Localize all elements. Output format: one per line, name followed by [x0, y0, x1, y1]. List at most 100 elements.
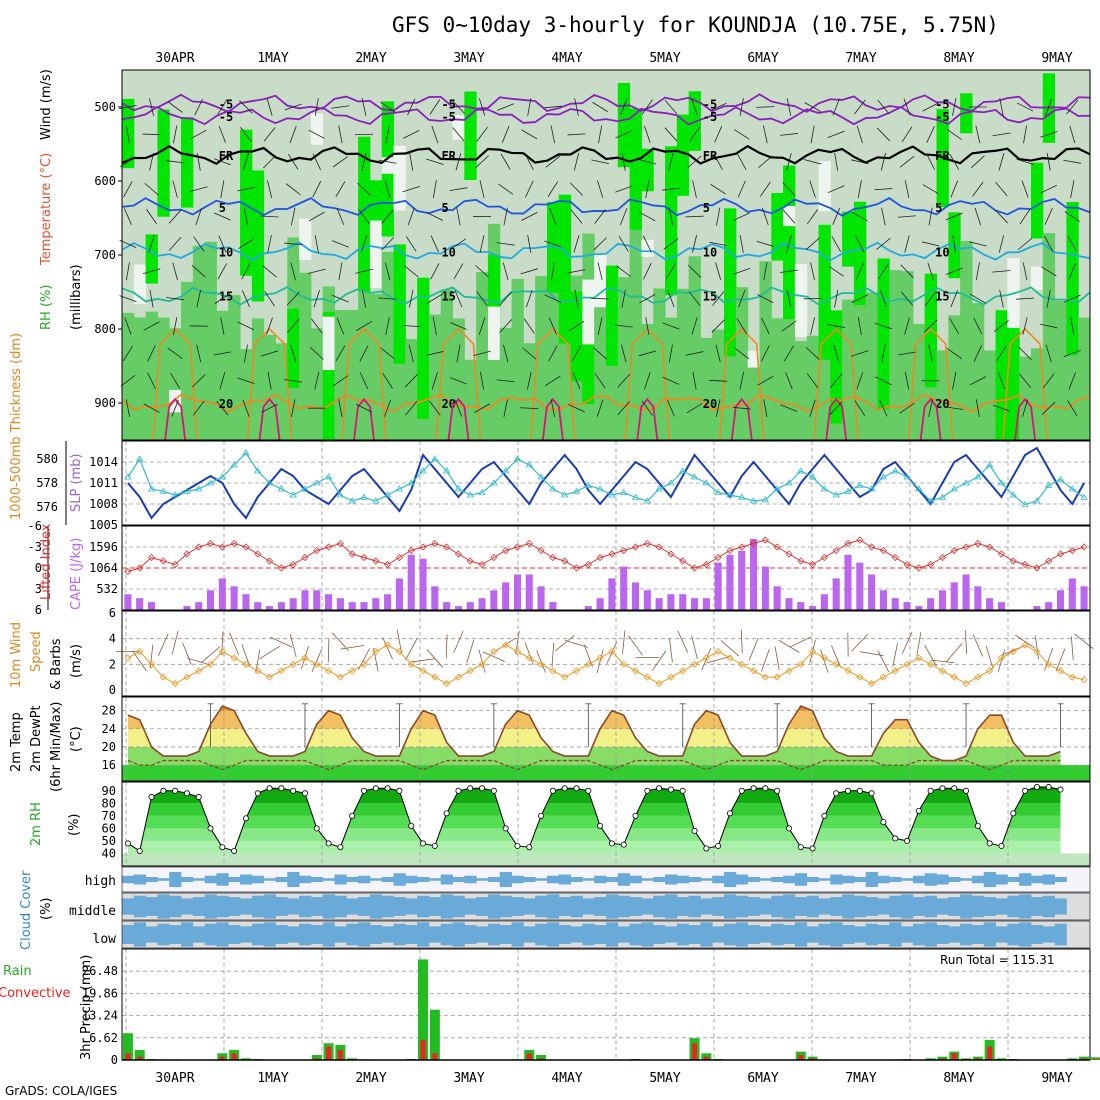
upper-wind-barb	[974, 207, 981, 226]
top-date-label-7: 7MAY	[845, 51, 876, 66]
cloud-high-cell	[169, 872, 182, 887]
cloud-mid-cell	[877, 898, 890, 915]
upper-wind-barb	[779, 133, 798, 136]
upper-wind-barb	[1040, 184, 1057, 194]
upper-wind-barb	[147, 372, 156, 390]
upper-wind-barb	[359, 345, 369, 362]
cloud-high-cell	[511, 875, 524, 884]
surface-wind-barb	[241, 644, 251, 668]
li-marker	[513, 543, 522, 551]
rh-block-mid	[1054, 300, 1067, 440]
upper-wind-barb	[1044, 235, 1054, 253]
cloud-low-cell	[582, 923, 595, 946]
upper-wind-barb	[810, 317, 816, 335]
upper-wind-barb	[168, 236, 182, 251]
upper-wind-barb	[217, 99, 228, 115]
upper-wind-barb	[385, 125, 390, 144]
upper-wind-barb	[856, 372, 864, 390]
rh-block-dry	[393, 145, 406, 211]
rh2m-marker	[632, 812, 639, 819]
upper-wind-barb	[196, 344, 202, 363]
cloud-high-cell	[263, 878, 276, 881]
li-marker	[502, 546, 510, 555]
upper-wind-barb	[638, 159, 657, 165]
rh-band-4	[127, 790, 1061, 804]
cloud-mid-cell	[641, 898, 654, 915]
upper-wind-barb	[172, 317, 178, 335]
cloud-low-cell	[594, 925, 607, 944]
upper-wind-barb	[736, 318, 747, 334]
upper-wind-barb	[828, 265, 844, 277]
thickness-marker	[490, 479, 498, 486]
cloud-low-cell	[771, 923, 784, 946]
li-marker	[903, 560, 911, 569]
upper-wind-barb	[382, 373, 393, 389]
cloud-mid-cell	[700, 898, 713, 915]
wind-speed-marker	[809, 647, 817, 656]
precip-conv-bar	[538, 1058, 544, 1060]
rh2m-marker	[998, 842, 1005, 849]
cloud-low-cell	[676, 923, 690, 946]
li-marker	[561, 557, 569, 565]
upper-wind-barb	[1019, 208, 1031, 225]
cloud-low-cell	[133, 922, 147, 947]
upper-wind-barb	[757, 294, 774, 304]
li-marker	[868, 543, 876, 551]
upper-wind-barb	[617, 373, 631, 388]
upper-wind-barb	[449, 187, 468, 191]
rh2m-marker	[172, 787, 179, 794]
thickness-marker	[136, 455, 144, 462]
upper-wind-barb	[356, 321, 372, 331]
wind-speed-marker	[277, 667, 285, 675]
li-marker	[856, 536, 864, 544]
surface-wind-barb	[622, 630, 626, 655]
upper-wind-barb	[355, 268, 373, 274]
thickness-marker	[147, 485, 156, 492]
cloud-low-cell	[842, 925, 855, 944]
upper-wind-barb	[290, 262, 296, 281]
wind10m-label-3: & Barbs	[49, 638, 64, 690]
cloud-high-cell	[393, 873, 406, 886]
rh-block-mid	[889, 270, 902, 440]
cloud-mid-cell	[310, 897, 324, 916]
upper-wind-barb	[591, 159, 609, 165]
cloud-low-cell	[122, 925, 135, 944]
upper-wind-barb	[288, 153, 299, 170]
rh2m-marker	[620, 841, 627, 848]
cloud-mid-cell	[889, 895, 902, 918]
upper-wind-barb	[432, 180, 437, 199]
cape-bar	[124, 594, 132, 610]
surface-wind-barb	[778, 639, 800, 653]
li-marker	[702, 560, 710, 569]
wind-speed-marker	[962, 680, 970, 688]
upper-wind-barb	[834, 152, 839, 171]
upper-wind-barb	[709, 241, 728, 246]
rh2m-marker	[561, 785, 568, 792]
cape-bar	[974, 586, 982, 610]
li-tick-1: -3	[28, 540, 42, 554]
precip-conv-bar	[692, 1043, 698, 1060]
thickness-marker	[124, 473, 132, 480]
upper-wind-barb	[668, 344, 673, 363]
wind-tick-0: 6	[109, 606, 116, 620]
upper-wind-barb	[261, 403, 278, 413]
li-marker	[726, 546, 734, 555]
upper-wind-barb	[969, 241, 987, 247]
upper-wind-barb	[1022, 317, 1028, 335]
rh2m-marker	[821, 812, 828, 819]
cloud-mid-cell	[476, 897, 489, 916]
rh-band-3	[127, 803, 1061, 816]
contour-label-1-1: FR	[441, 149, 456, 163]
upper-wind-barb	[898, 215, 917, 218]
pressure-tick-0: 500	[94, 100, 116, 114]
contour-label-4-1: 10	[441, 245, 455, 259]
rh2m-unit: (%)	[67, 814, 82, 837]
cloud-low-cell	[1030, 925, 1044, 944]
cape-bar	[1033, 606, 1041, 610]
wind10m-label-2: Speed	[29, 631, 44, 672]
cape-bar	[313, 590, 321, 610]
upper-wind-barb	[901, 126, 913, 143]
cape-bar	[761, 566, 769, 610]
thickness-marker	[820, 485, 829, 492]
upper-wind-barb	[620, 344, 627, 363]
